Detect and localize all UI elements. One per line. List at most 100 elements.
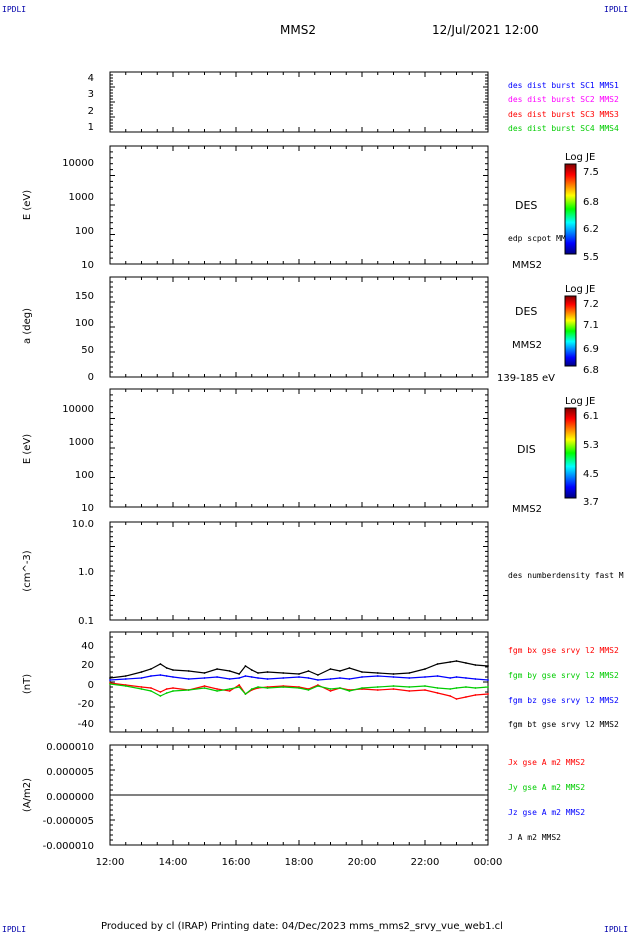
data-point bbox=[140, 671, 143, 673]
legend-entry: fgm bt gse srvy l2 MMS2 bbox=[508, 720, 619, 729]
legend-entry: fgm by gse srvy l2 MMS2 bbox=[508, 671, 619, 680]
data-point bbox=[150, 675, 152, 677]
data-point bbox=[238, 684, 241, 686]
panel-label: 139-185 eV bbox=[497, 373, 555, 384]
data-point bbox=[307, 689, 310, 691]
legend-entry: Jz gse A m2 MMS2 bbox=[508, 808, 585, 817]
y-tick-label: 0.1 bbox=[78, 616, 94, 627]
y-axis-label: E (eV) bbox=[22, 190, 33, 220]
panel-frame bbox=[109, 276, 489, 378]
data-point bbox=[348, 678, 351, 680]
x-tick-label: 20:00 bbox=[348, 857, 377, 868]
y-axis-label: (A/m2) bbox=[22, 778, 33, 812]
legend-entry: des dist burst SC1 MMS1 bbox=[508, 81, 619, 90]
x-tick-label: 16:00 bbox=[222, 857, 251, 868]
panel-label: MMS2 bbox=[512, 260, 542, 271]
time-axis: 12:00 14:00 16:00 18:00 20:00 22:00 00:0… bbox=[96, 857, 503, 868]
data-point bbox=[376, 672, 379, 674]
y-tick-label: 3 bbox=[88, 89, 94, 100]
colorbar-tick: 6.8 bbox=[583, 197, 599, 208]
data-point bbox=[250, 669, 253, 671]
legend-entry: J A m2 MMS2 bbox=[508, 833, 561, 842]
data-point bbox=[474, 694, 477, 696]
y-axis-label: (nT) bbox=[22, 674, 33, 694]
y-tick-label: 100 bbox=[75, 318, 94, 329]
data-point bbox=[165, 692, 168, 694]
data-point bbox=[159, 695, 162, 697]
data-point bbox=[329, 690, 332, 692]
y-tick-label: 0 bbox=[88, 680, 94, 691]
data-point bbox=[203, 687, 206, 689]
colorbar-tick: 6.1 bbox=[583, 411, 599, 422]
data-point bbox=[159, 663, 162, 665]
data-point bbox=[317, 685, 319, 687]
data-point bbox=[408, 690, 411, 692]
panel-frame bbox=[109, 145, 489, 265]
data-point bbox=[424, 668, 426, 670]
y-axis-label: a (deg) bbox=[22, 308, 33, 344]
panel-4: E (eV) 10000 1000 100 10 DIS MMS2 Log JE… bbox=[22, 396, 599, 515]
data-point bbox=[307, 677, 310, 679]
data-point bbox=[250, 676, 253, 678]
data-point bbox=[109, 683, 111, 685]
data-point bbox=[203, 677, 206, 679]
panel-frames bbox=[109, 71, 489, 846]
data-point bbox=[228, 678, 231, 680]
y-tick-label: 0.000000 bbox=[46, 792, 94, 803]
data-point bbox=[376, 686, 379, 688]
data-point bbox=[140, 688, 143, 690]
colorbar-tick: 3.7 bbox=[583, 497, 599, 508]
data-point bbox=[150, 690, 152, 692]
data-point bbox=[424, 676, 426, 678]
data-point bbox=[140, 686, 143, 688]
y-axis-label: E (eV) bbox=[22, 434, 33, 464]
colorbar-title: Log JE bbox=[565, 396, 595, 407]
y-tick-label: 50 bbox=[81, 345, 94, 356]
data-point bbox=[361, 676, 363, 678]
data-point bbox=[339, 677, 341, 679]
data-point bbox=[165, 667, 168, 669]
data-point bbox=[455, 698, 458, 700]
colorbar bbox=[564, 163, 577, 255]
panel-3: a (deg) 150 100 50 0 DES MMS2 139-185 eV… bbox=[22, 284, 599, 384]
data-point bbox=[124, 675, 127, 677]
data-point bbox=[449, 688, 452, 690]
data-point bbox=[376, 689, 379, 691]
data-point bbox=[298, 687, 300, 689]
data-point bbox=[165, 688, 168, 690]
data-point bbox=[329, 688, 332, 690]
data-point bbox=[474, 678, 477, 680]
y-tick-label: 10 bbox=[81, 260, 94, 271]
colorbar-tick: 6.8 bbox=[583, 365, 599, 376]
y-tick-label: 0 bbox=[88, 372, 94, 383]
panel-2: E (eV) 10000 1000 100 10 DES edp scpot M… bbox=[22, 152, 599, 271]
data-point bbox=[228, 688, 231, 690]
data-point bbox=[392, 676, 395, 678]
data-point bbox=[203, 685, 206, 687]
data-point bbox=[339, 670, 341, 672]
panel-frame bbox=[109, 388, 489, 508]
panel-6: (nT) 40 20 0 -20 -40 fgm bx gse srvy l2 … bbox=[22, 641, 619, 730]
colorbar-tick: 5.3 bbox=[583, 440, 599, 451]
data-point bbox=[172, 690, 174, 692]
data-point bbox=[159, 691, 162, 693]
data-point bbox=[392, 688, 395, 690]
series-line bbox=[109, 682, 489, 700]
data-point bbox=[282, 686, 285, 688]
y-tick-label: 2 bbox=[88, 106, 94, 117]
data-point bbox=[257, 677, 259, 679]
x-tick-label: 14:00 bbox=[159, 857, 188, 868]
data-point bbox=[266, 671, 269, 673]
data-point bbox=[436, 692, 439, 694]
data-point bbox=[298, 676, 300, 678]
corner-label-tr: IPDLI bbox=[604, 5, 628, 14]
corner-label-br: IPDLI bbox=[604, 925, 628, 934]
colorbar-tick: 7.1 bbox=[583, 320, 599, 331]
panel-label: MMS2 bbox=[512, 504, 542, 515]
data-point bbox=[474, 664, 477, 666]
legend-entry: Jy gse A m2 MMS2 bbox=[508, 783, 585, 792]
footer-credit: Produced by cl (IRAP) Printing date: 04/… bbox=[101, 921, 503, 932]
y-tick-label: 150 bbox=[75, 291, 94, 302]
y-tick-label: 10000 bbox=[62, 158, 94, 169]
